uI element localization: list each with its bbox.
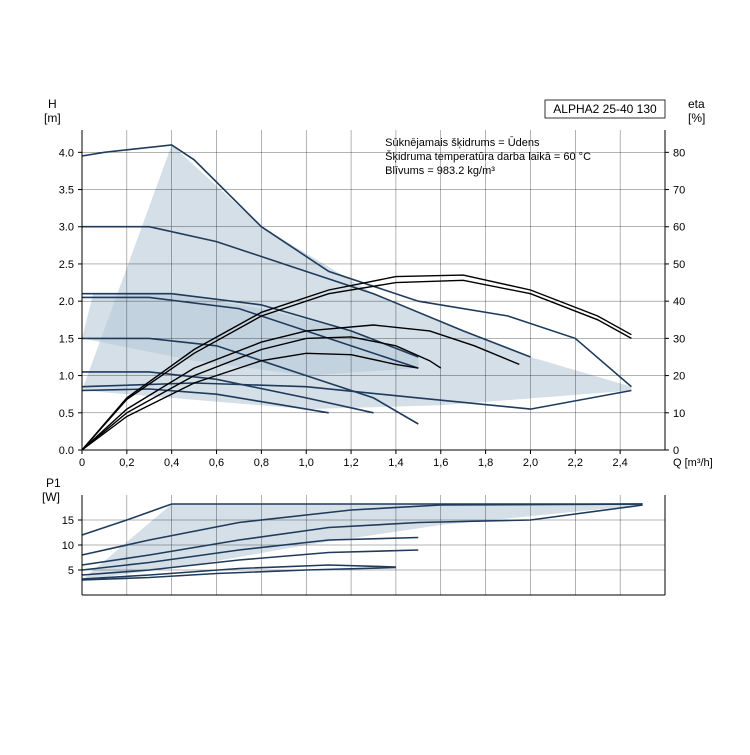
svg-text:Q [m³/h]: Q [m³/h] [673, 457, 713, 469]
svg-text:2,0: 2,0 [523, 457, 538, 469]
svg-text:1.0: 1.0 [59, 371, 74, 383]
svg-text:P1: P1 [46, 476, 61, 490]
svg-text:1.5: 1.5 [59, 333, 74, 345]
svg-text:0.0: 0.0 [59, 445, 74, 457]
pump-chart: 0 0,2 0,4 0,6 0,8 1,0 1,2 1,4 1,6 1,8 2,0 2,2 2,4 0.0… [0, 0, 750, 750]
svg-text:1,8: 1,8 [478, 457, 493, 469]
svg-text:H: H [48, 97, 57, 111]
svg-text:5: 5 [68, 565, 74, 577]
svg-text:[m]: [m] [44, 111, 61, 125]
svg-text:2.0: 2.0 [59, 296, 74, 308]
product-label: ALPHA2 25-40 130 [553, 102, 657, 116]
svg-text:1,4: 1,4 [388, 457, 403, 469]
info-line: Blīvums = 983.2 kg/m³ [385, 165, 495, 177]
svg-text:40: 40 [673, 296, 685, 308]
svg-text:0,6: 0,6 [209, 457, 224, 469]
svg-text:70: 70 [673, 185, 685, 197]
svg-text:15: 15 [62, 515, 74, 527]
svg-text:1,0: 1,0 [299, 457, 314, 469]
svg-text:0: 0 [673, 445, 679, 457]
svg-text:1,6: 1,6 [433, 457, 448, 469]
svg-text:0: 0 [79, 457, 85, 469]
svg-text:3.5: 3.5 [59, 185, 74, 197]
chart-svg: 0 0,2 0,4 0,6 0,8 1,0 1,2 1,4 1,6 1,8 2,0 2,2 2,4 0.0… [0, 0, 750, 750]
svg-text:60: 60 [673, 222, 685, 234]
svg-text:0,8: 0,8 [254, 457, 269, 469]
svg-text:0,4: 0,4 [164, 457, 179, 469]
svg-text:0,2: 0,2 [119, 457, 134, 469]
svg-text:2,2: 2,2 [568, 457, 583, 469]
svg-text:eta: eta [688, 97, 705, 111]
svg-text:3.0: 3.0 [59, 222, 74, 234]
svg-text:[W]: [W] [42, 490, 60, 504]
info-line: Sūknējamais šķidrums = Ūdens [385, 137, 540, 149]
svg-text:50: 50 [673, 259, 685, 271]
svg-text:2,4: 2,4 [613, 457, 628, 469]
svg-text:80: 80 [673, 147, 685, 159]
svg-text:0.5: 0.5 [59, 408, 74, 420]
svg-text:30: 30 [673, 333, 685, 345]
svg-text:2.5: 2.5 [59, 259, 74, 271]
svg-text:[%]: [%] [688, 111, 705, 125]
svg-text:20: 20 [673, 371, 685, 383]
svg-text:4.0: 4.0 [59, 147, 74, 159]
info-line: Šķidruma temperatūra darba laikā = 60 °C [385, 150, 591, 163]
svg-text:10: 10 [62, 540, 74, 552]
svg-text:10: 10 [673, 408, 685, 420]
svg-text:1,2: 1,2 [343, 457, 358, 469]
